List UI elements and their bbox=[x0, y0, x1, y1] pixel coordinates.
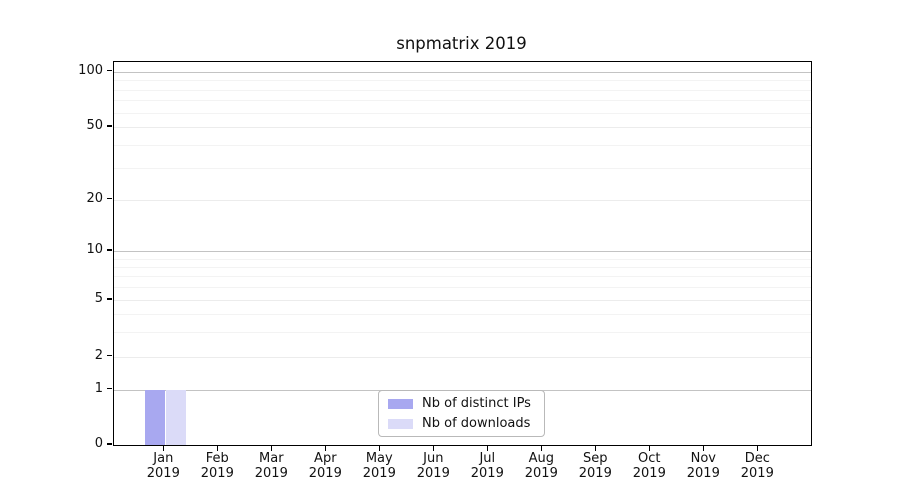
x-tick-label-may: May 2019 bbox=[362, 451, 396, 481]
y-tick-label-20: 20 bbox=[86, 190, 103, 206]
x-tick-label-mar: Mar 2019 bbox=[254, 451, 288, 481]
y-tick-mark-50 bbox=[107, 125, 112, 127]
x-tick-label-jul: Jul 2019 bbox=[470, 451, 504, 481]
x-tick-mark-jan bbox=[162, 445, 165, 451]
gridline-minor bbox=[114, 167, 811, 169]
x-tick-label-oct: Oct 2019 bbox=[632, 451, 666, 481]
y-tick-label-1: 1 bbox=[94, 380, 103, 396]
legend-item-distinct-ips: Nb of distinct IPs bbox=[388, 396, 535, 411]
x-tick-mark-feb bbox=[216, 445, 219, 451]
x-tick-mark-jul bbox=[486, 445, 489, 451]
x-tick-label-jan: Jan 2019 bbox=[146, 451, 180, 481]
gridline-minor bbox=[114, 80, 811, 81]
gridline-100 bbox=[114, 71, 811, 73]
gridline-minor bbox=[114, 144, 811, 146]
gridline-minor bbox=[114, 258, 811, 260]
y-tick-mark-1 bbox=[107, 387, 112, 390]
x-tick-mark-jun bbox=[432, 445, 435, 451]
x-tick-mark-mar bbox=[270, 445, 273, 451]
legend-label-distinct-ips: Nb of distinct IPs bbox=[422, 396, 531, 411]
gridline-50 bbox=[114, 127, 811, 128]
plot-area bbox=[113, 61, 812, 446]
y-tick-mark-2 bbox=[107, 354, 112, 357]
bar-downloads-jan bbox=[165, 389, 187, 445]
legend: Nb of distinct IPs Nb of downloads bbox=[378, 390, 545, 437]
x-tick-mark-nov bbox=[702, 445, 705, 451]
x-tick-mark-dec bbox=[756, 445, 759, 451]
legend-swatch-distinct-ips bbox=[388, 398, 413, 409]
y-tick-label-0: 0 bbox=[94, 436, 103, 451]
bar-distinct-ips-jan bbox=[144, 389, 166, 445]
gridline-minor bbox=[114, 89, 811, 91]
gridline-minor bbox=[114, 276, 811, 277]
y-tick-label-100: 100 bbox=[78, 62, 103, 78]
x-tick-label-apr: Apr 2019 bbox=[308, 451, 342, 481]
legend-swatch-downloads bbox=[388, 418, 413, 429]
x-tick-mark-apr bbox=[324, 445, 327, 451]
y-tick-label-50: 50 bbox=[86, 118, 103, 133]
gridline-minor bbox=[114, 314, 811, 315]
x-tick-label-nov: Nov 2019 bbox=[686, 451, 720, 481]
y-tick-mark-5 bbox=[107, 298, 112, 300]
x-tick-label-sep: Sep 2019 bbox=[578, 451, 612, 481]
gridline-5 bbox=[114, 300, 811, 301]
x-tick-mark-sep bbox=[594, 445, 597, 451]
y-tick-mark-100 bbox=[107, 69, 112, 72]
x-tick-label-aug: Aug 2019 bbox=[524, 451, 558, 481]
x-tick-label-dec: Dec 2019 bbox=[740, 451, 774, 481]
gridline-10 bbox=[114, 251, 811, 252]
x-tick-label-jun: Jun 2019 bbox=[416, 451, 450, 481]
x-tick-mark-aug bbox=[540, 445, 543, 451]
gridline-2 bbox=[114, 356, 811, 358]
x-tick-mark-may bbox=[378, 445, 381, 451]
x-tick-mark-oct bbox=[648, 445, 651, 451]
legend-item-downloads: Nb of downloads bbox=[388, 416, 535, 431]
y-tick-label-2: 2 bbox=[94, 347, 103, 363]
gridline-minor bbox=[114, 331, 811, 333]
gridline-minor bbox=[114, 112, 811, 114]
gridline-20 bbox=[114, 199, 811, 201]
gridline-minor bbox=[114, 287, 811, 288]
legend-label-downloads: Nb of downloads bbox=[422, 416, 531, 431]
y-tick-mark-0 bbox=[107, 443, 112, 445]
gridline-minor bbox=[114, 100, 811, 101]
y-tick-label-5: 5 bbox=[94, 291, 103, 306]
y-tick-label-10: 10 bbox=[86, 242, 103, 257]
y-tick-mark-20 bbox=[107, 197, 112, 200]
x-tick-label-feb: Feb 2019 bbox=[200, 451, 234, 481]
chart-title: snpmatrix 2019 bbox=[396, 34, 527, 53]
y-tick-mark-10 bbox=[107, 249, 112, 251]
gridline-minor bbox=[114, 267, 811, 268]
